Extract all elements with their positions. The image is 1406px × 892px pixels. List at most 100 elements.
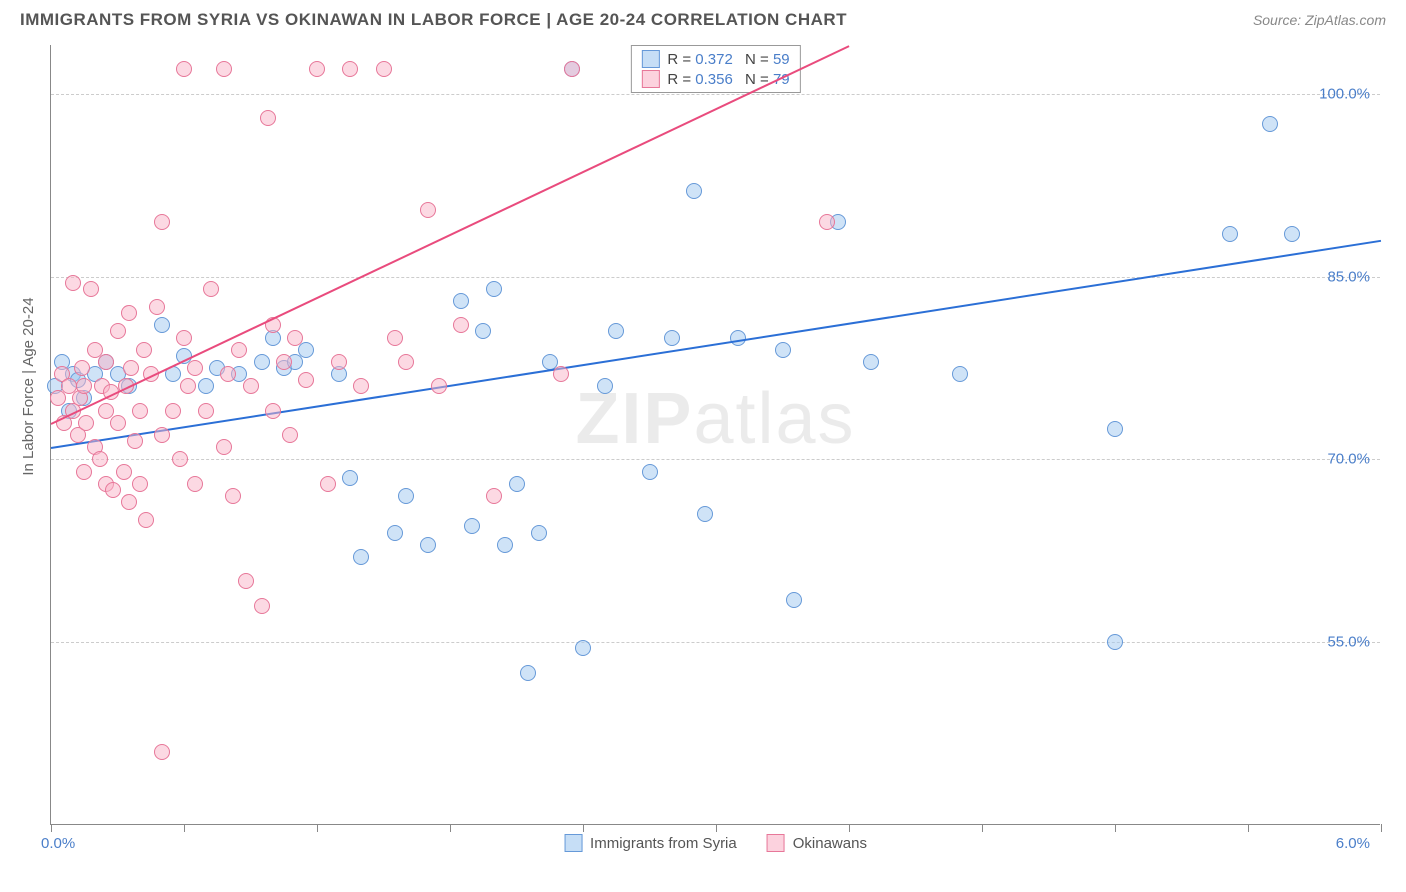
scatter-point: [110, 323, 126, 339]
trend-line: [51, 240, 1381, 449]
x-tick: [583, 824, 584, 832]
legend-item-syria: Immigrants from Syria: [564, 834, 737, 852]
scatter-point: [342, 470, 358, 486]
scatter-point: [730, 330, 746, 346]
series-legend: Immigrants from Syria Okinawans: [564, 834, 867, 852]
scatter-point: [486, 281, 502, 297]
swatch-pink-icon: [767, 834, 785, 852]
scatter-point: [520, 665, 536, 681]
scatter-point: [216, 439, 232, 455]
trend-line: [51, 45, 850, 425]
scatter-point: [110, 415, 126, 431]
scatter-point: [786, 592, 802, 608]
scatter-point: [608, 323, 624, 339]
scatter-point: [225, 488, 241, 504]
scatter-point: [123, 360, 139, 376]
scatter-point: [254, 598, 270, 614]
scatter-point: [238, 573, 254, 589]
scatter-point: [121, 494, 137, 510]
scatter-point: [420, 537, 436, 553]
scatter-point: [431, 378, 447, 394]
scatter-point: [398, 354, 414, 370]
scatter-point: [149, 299, 165, 315]
x-tick: [1115, 824, 1116, 832]
x-tick: [450, 824, 451, 832]
scatter-point: [138, 512, 154, 528]
scatter-point: [154, 317, 170, 333]
scatter-point: [553, 366, 569, 382]
scatter-point: [952, 366, 968, 382]
scatter-point: [132, 403, 148, 419]
x-tick: [982, 824, 983, 832]
gridline: [51, 459, 1380, 460]
gridline: [51, 94, 1380, 95]
scatter-point: [127, 433, 143, 449]
x-tick: [1248, 824, 1249, 832]
scatter-point: [775, 342, 791, 358]
x-tick: [184, 824, 185, 832]
scatter-point: [92, 451, 108, 467]
scatter-point: [65, 275, 81, 291]
scatter-point: [697, 506, 713, 522]
legend-item-okinawans: Okinawans: [767, 834, 867, 852]
scatter-point: [453, 317, 469, 333]
scatter-point: [287, 330, 303, 346]
scatter-point: [564, 61, 580, 77]
y-tick-label: 100.0%: [1319, 85, 1370, 102]
scatter-point: [76, 464, 92, 480]
scatter-point: [105, 482, 121, 498]
x-tick: [1381, 824, 1382, 832]
scatter-point: [254, 354, 270, 370]
scatter-point: [243, 378, 259, 394]
y-tick-label: 70.0%: [1327, 451, 1370, 468]
scatter-point: [132, 476, 148, 492]
swatch-pink-icon: [641, 70, 659, 88]
scatter-point: [220, 366, 236, 382]
scatter-point: [464, 518, 480, 534]
scatter-point: [664, 330, 680, 346]
scatter-point: [187, 360, 203, 376]
scatter-point: [420, 202, 436, 218]
scatter-point: [453, 293, 469, 309]
x-label-min: 0.0%: [41, 835, 75, 852]
scatter-point: [298, 342, 314, 358]
scatter-point: [597, 378, 613, 394]
scatter-point: [387, 525, 403, 541]
gridline: [51, 277, 1380, 278]
scatter-point: [154, 427, 170, 443]
scatter-point: [165, 403, 181, 419]
header: IMMIGRANTS FROM SYRIA VS OKINAWAN IN LAB…: [0, 0, 1406, 38]
scatter-point: [331, 354, 347, 370]
x-tick: [716, 824, 717, 832]
scatter-point: [154, 744, 170, 760]
scatter-point: [1107, 421, 1123, 437]
scatter-point: [176, 61, 192, 77]
scatter-point: [376, 61, 392, 77]
scatter-point: [116, 464, 132, 480]
scatter-point: [121, 305, 137, 321]
chart-area: ZIPatlas R = 0.372 N = 59 R = 0.356 N = …: [50, 45, 1380, 825]
scatter-point: [231, 342, 247, 358]
scatter-point: [497, 537, 513, 553]
x-tick: [51, 824, 52, 832]
scatter-point: [203, 281, 219, 297]
scatter-point: [353, 549, 369, 565]
scatter-point: [398, 488, 414, 504]
scatter-point: [83, 281, 99, 297]
scatter-point: [642, 464, 658, 480]
x-tick: [317, 824, 318, 832]
y-tick-label: 55.0%: [1327, 634, 1370, 651]
x-label-max: 6.0%: [1336, 835, 1370, 852]
scatter-point: [309, 61, 325, 77]
scatter-point: [531, 525, 547, 541]
scatter-point: [172, 451, 188, 467]
scatter-point: [320, 476, 336, 492]
scatter-point: [475, 323, 491, 339]
source-label: Source: ZipAtlas.com: [1253, 12, 1386, 28]
scatter-point: [686, 183, 702, 199]
scatter-point: [265, 403, 281, 419]
scatter-point: [76, 378, 92, 394]
watermark: ZIPatlas: [575, 378, 855, 460]
y-axis-title: In Labor Force | Age 20-24: [20, 297, 37, 475]
swatch-blue-icon: [564, 834, 582, 852]
